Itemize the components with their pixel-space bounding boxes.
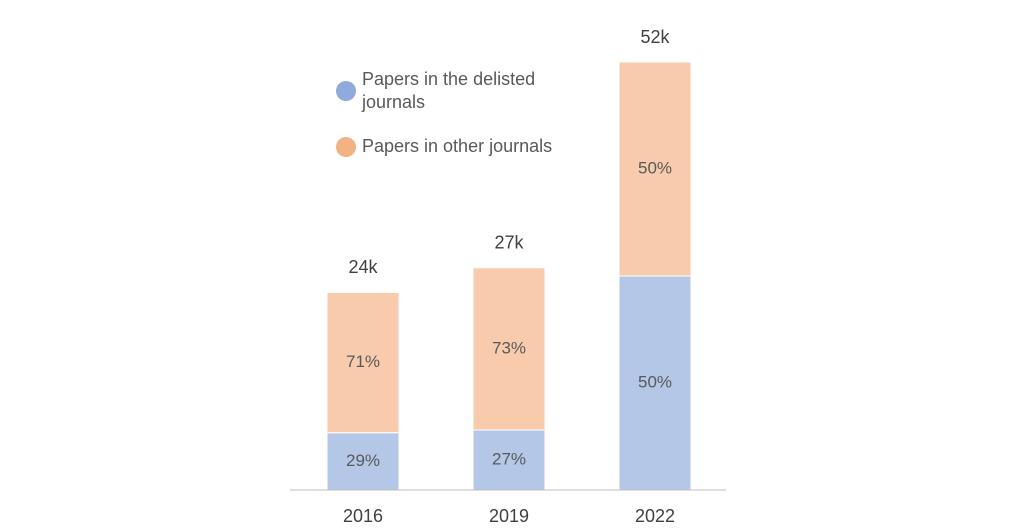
total-label: 24k: [348, 257, 378, 277]
x-tick-label: 2019: [489, 506, 529, 526]
total-label: 52k: [640, 27, 670, 47]
data-label: 73%: [492, 338, 526, 357]
bar-segment: [618, 61, 692, 277]
legend-label: Papers in other journals: [362, 136, 553, 156]
legend-marker: [336, 81, 356, 101]
bar-segment: [326, 291, 400, 434]
data-label: 50%: [638, 158, 672, 177]
data-label: 50%: [638, 372, 672, 391]
bar-segment: [326, 432, 400, 491]
x-tick-label: 2016: [343, 506, 383, 526]
x-tick-label: 2022: [635, 506, 675, 526]
data-label: 71%: [346, 352, 380, 371]
legend-label: Papers in the delisted journals: [362, 69, 536, 112]
data-label: 27%: [492, 449, 526, 468]
legend-marker: [336, 137, 356, 157]
bar-segment: [472, 267, 546, 431]
total-label: 27k: [494, 233, 524, 253]
data-label: 29%: [346, 451, 380, 470]
